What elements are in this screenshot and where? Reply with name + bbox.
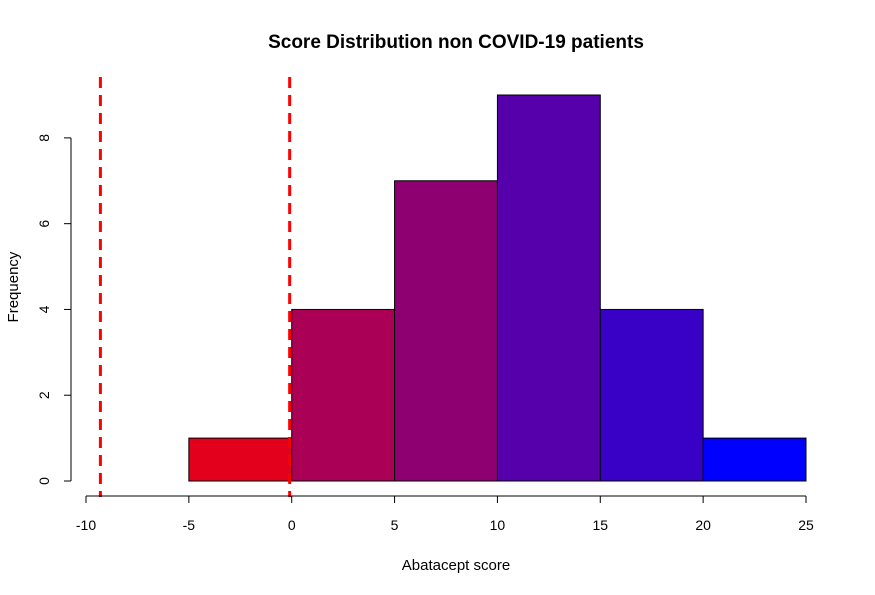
x-tick-label-6: 20 <box>695 517 711 533</box>
x-tick-label-4: 10 <box>490 517 506 533</box>
x-tick-label-1: -5 <box>183 517 196 533</box>
histogram-bar-2 <box>394 180 498 482</box>
y-tick-label-1: 2 <box>36 391 52 399</box>
chart-title: Score Distribution non COVID-19 patients <box>268 32 644 53</box>
x-axis-label: Abatacept score <box>402 557 510 574</box>
x-axis: -10 -5 0 5 10 15 20 25 <box>76 495 814 533</box>
y-tick-label-2: 4 <box>36 305 52 313</box>
x-tick-label-0: -10 <box>76 517 96 533</box>
y-axis-label: Frequency <box>5 251 22 322</box>
histogram-bar-3 <box>496 94 601 482</box>
x-tick-label-5: 15 <box>592 517 608 533</box>
histogram-bar-5 <box>702 437 807 482</box>
y-axis: 0 2 4 6 8 <box>36 134 72 485</box>
histogram-bar-1 <box>291 308 396 482</box>
y-tick-label-0: 0 <box>36 477 52 485</box>
histogram-bars <box>188 94 807 482</box>
reference-lines <box>98 77 292 497</box>
x-tick-label-2: 0 <box>288 517 296 533</box>
y-tick-label-3: 6 <box>36 220 52 228</box>
x-tick-label-3: 5 <box>391 517 399 533</box>
histogram-bar-4 <box>599 308 704 482</box>
x-tick-label-7: 25 <box>798 517 814 533</box>
histogram-bar-0 <box>188 437 293 482</box>
y-tick-label-4: 8 <box>36 134 52 142</box>
